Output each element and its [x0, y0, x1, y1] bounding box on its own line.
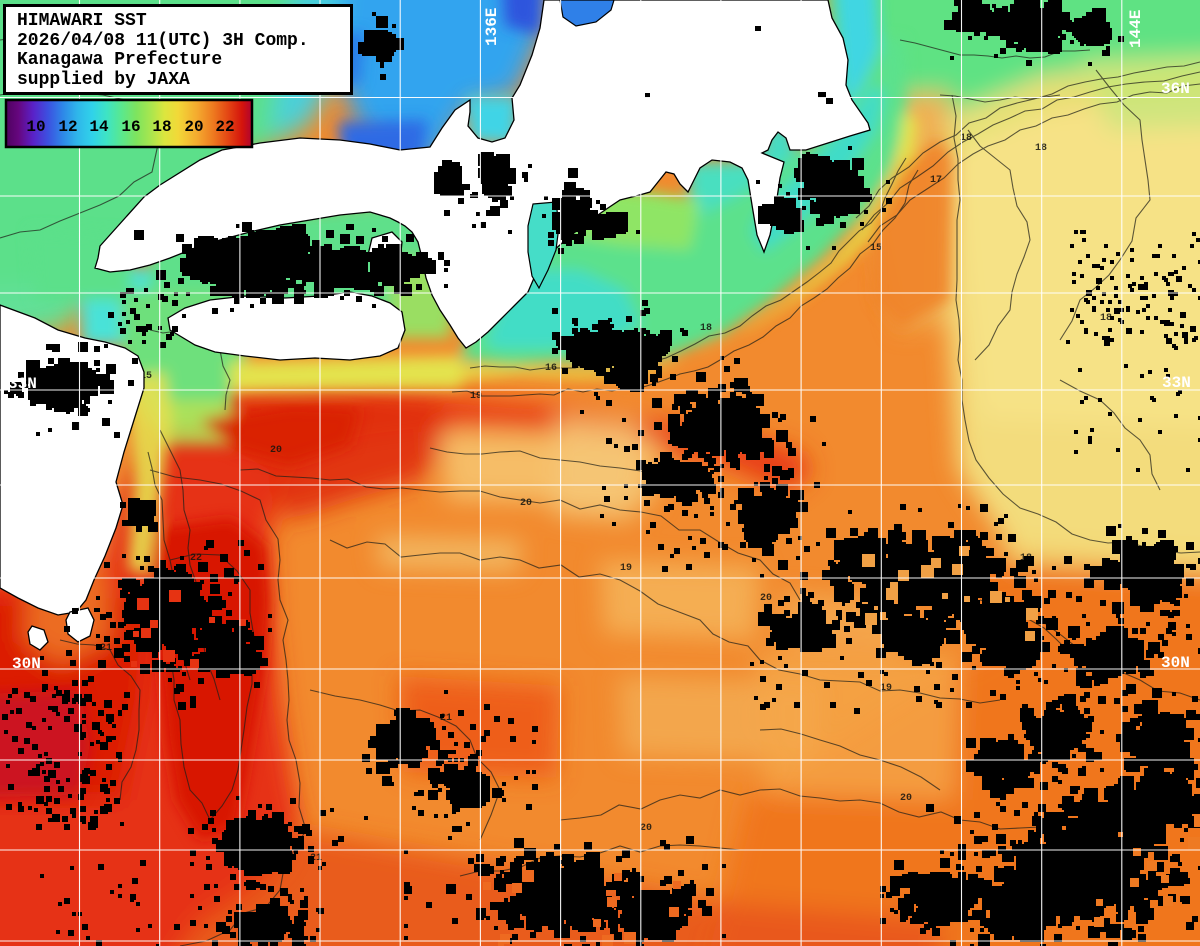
svg-text:16: 16: [545, 363, 557, 374]
svg-text:21: 21: [440, 713, 452, 724]
svg-text:15: 15: [870, 243, 882, 254]
svg-text:19: 19: [880, 683, 892, 694]
svg-text:18: 18: [700, 323, 712, 334]
svg-text:19: 19: [620, 563, 632, 574]
svg-text:19: 19: [470, 391, 482, 402]
svg-text:18: 18: [1035, 143, 1047, 154]
svg-text:21: 21: [100, 643, 112, 654]
svg-text:17: 17: [930, 175, 942, 186]
svg-text:22: 22: [190, 553, 202, 564]
svg-text:21: 21: [310, 853, 322, 864]
svg-text:20: 20: [520, 498, 532, 509]
svg-text:20: 20: [640, 823, 652, 834]
svg-text:18: 18: [960, 133, 972, 144]
svg-text:20: 20: [760, 593, 772, 604]
svg-text:20: 20: [900, 793, 912, 804]
svg-text:15: 15: [140, 371, 152, 382]
svg-text:18: 18: [1100, 313, 1112, 324]
svg-text:20: 20: [270, 445, 282, 456]
